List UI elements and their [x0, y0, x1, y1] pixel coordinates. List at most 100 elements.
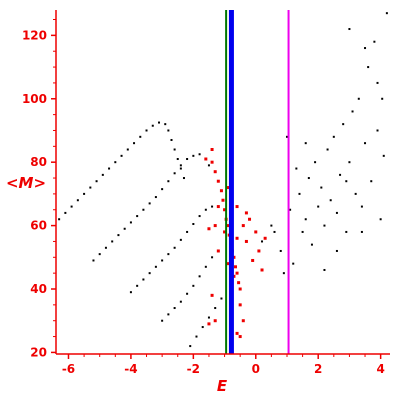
data-point	[204, 157, 208, 161]
data-point	[126, 148, 129, 151]
data-point	[89, 186, 92, 189]
data-point	[364, 142, 367, 145]
data-point	[207, 316, 210, 319]
data-point	[254, 230, 258, 234]
axes: -6 -4 -2 0 2 4 20 40 60 80 100 120	[22, 10, 390, 376]
data-point	[186, 292, 189, 295]
data-point	[195, 335, 198, 338]
data-point	[241, 224, 245, 228]
data-point	[104, 246, 107, 249]
data-point	[342, 123, 345, 126]
data-point	[216, 179, 220, 183]
data-point	[173, 307, 176, 310]
data-point	[76, 199, 79, 202]
data-point	[151, 124, 154, 127]
data-point	[376, 129, 379, 132]
data-point	[207, 164, 210, 167]
data-point	[167, 253, 170, 256]
data-point	[216, 249, 220, 253]
data-point	[213, 224, 217, 228]
data-point	[179, 164, 182, 167]
data-point	[186, 158, 189, 161]
data-point	[173, 148, 176, 151]
data-point	[216, 205, 220, 209]
data-point	[179, 300, 182, 303]
data-point	[270, 224, 273, 227]
data-point	[320, 186, 323, 189]
data-point	[381, 97, 384, 100]
data-point	[70, 205, 73, 208]
data-point	[164, 123, 167, 126]
y-tick-label: 20	[30, 345, 47, 359]
series-marks	[58, 12, 388, 348]
data-point	[173, 172, 176, 175]
data-point	[210, 160, 214, 164]
data-point	[360, 205, 363, 208]
data-point	[373, 40, 376, 43]
data-point	[332, 135, 335, 138]
y-tick-label: 120	[22, 28, 47, 42]
data-point	[279, 249, 282, 252]
data-point	[241, 319, 245, 323]
data-point	[273, 230, 276, 233]
x-tick-label: 4	[376, 362, 384, 376]
data-point	[298, 192, 301, 195]
data-point	[92, 259, 95, 262]
data-point	[292, 262, 295, 265]
data-point	[282, 272, 285, 275]
data-point	[158, 121, 161, 124]
data-point	[201, 326, 204, 329]
data-point	[182, 177, 185, 180]
data-point	[323, 268, 326, 271]
data-point	[204, 265, 207, 268]
data-point	[198, 153, 201, 156]
data-point	[167, 313, 170, 316]
data-point	[154, 265, 157, 268]
data-point	[179, 238, 182, 241]
data-point	[129, 221, 132, 224]
data-point	[142, 208, 145, 211]
data-point	[364, 47, 367, 50]
data-point	[189, 345, 192, 348]
data-point	[145, 129, 148, 132]
data-point	[226, 224, 230, 228]
data-point	[213, 319, 217, 323]
data-point	[176, 158, 179, 161]
data-point	[210, 148, 214, 151]
y-tick-label: 80	[30, 155, 47, 169]
data-point	[235, 331, 239, 335]
data-point	[129, 291, 132, 294]
data-point	[376, 81, 379, 84]
data-point	[348, 161, 351, 164]
data-point	[167, 180, 170, 183]
data-point	[257, 249, 261, 253]
data-point	[133, 142, 136, 145]
data-point	[211, 256, 214, 259]
data-point	[317, 205, 320, 208]
data-point	[161, 319, 164, 322]
y-tick-label: 60	[30, 219, 47, 233]
data-point	[326, 148, 329, 151]
data-point	[108, 167, 111, 170]
data-point	[210, 293, 214, 297]
data-point	[367, 66, 370, 69]
data-point	[382, 154, 385, 157]
data-point	[307, 177, 310, 180]
data-point	[220, 297, 223, 300]
data-point	[123, 227, 126, 230]
data-point	[385, 12, 388, 15]
x-tick-label: -6	[62, 362, 75, 376]
data-point	[226, 186, 230, 190]
data-point	[98, 253, 101, 256]
data-point	[223, 230, 227, 234]
data-point	[323, 224, 326, 227]
data-point	[226, 262, 230, 266]
data-point	[170, 138, 173, 141]
data-point	[235, 271, 239, 275]
data-point	[198, 275, 201, 278]
data-point	[204, 208, 207, 211]
data-point	[251, 258, 255, 262]
data-point	[235, 236, 239, 240]
y-axis-label: <M>	[6, 174, 46, 192]
